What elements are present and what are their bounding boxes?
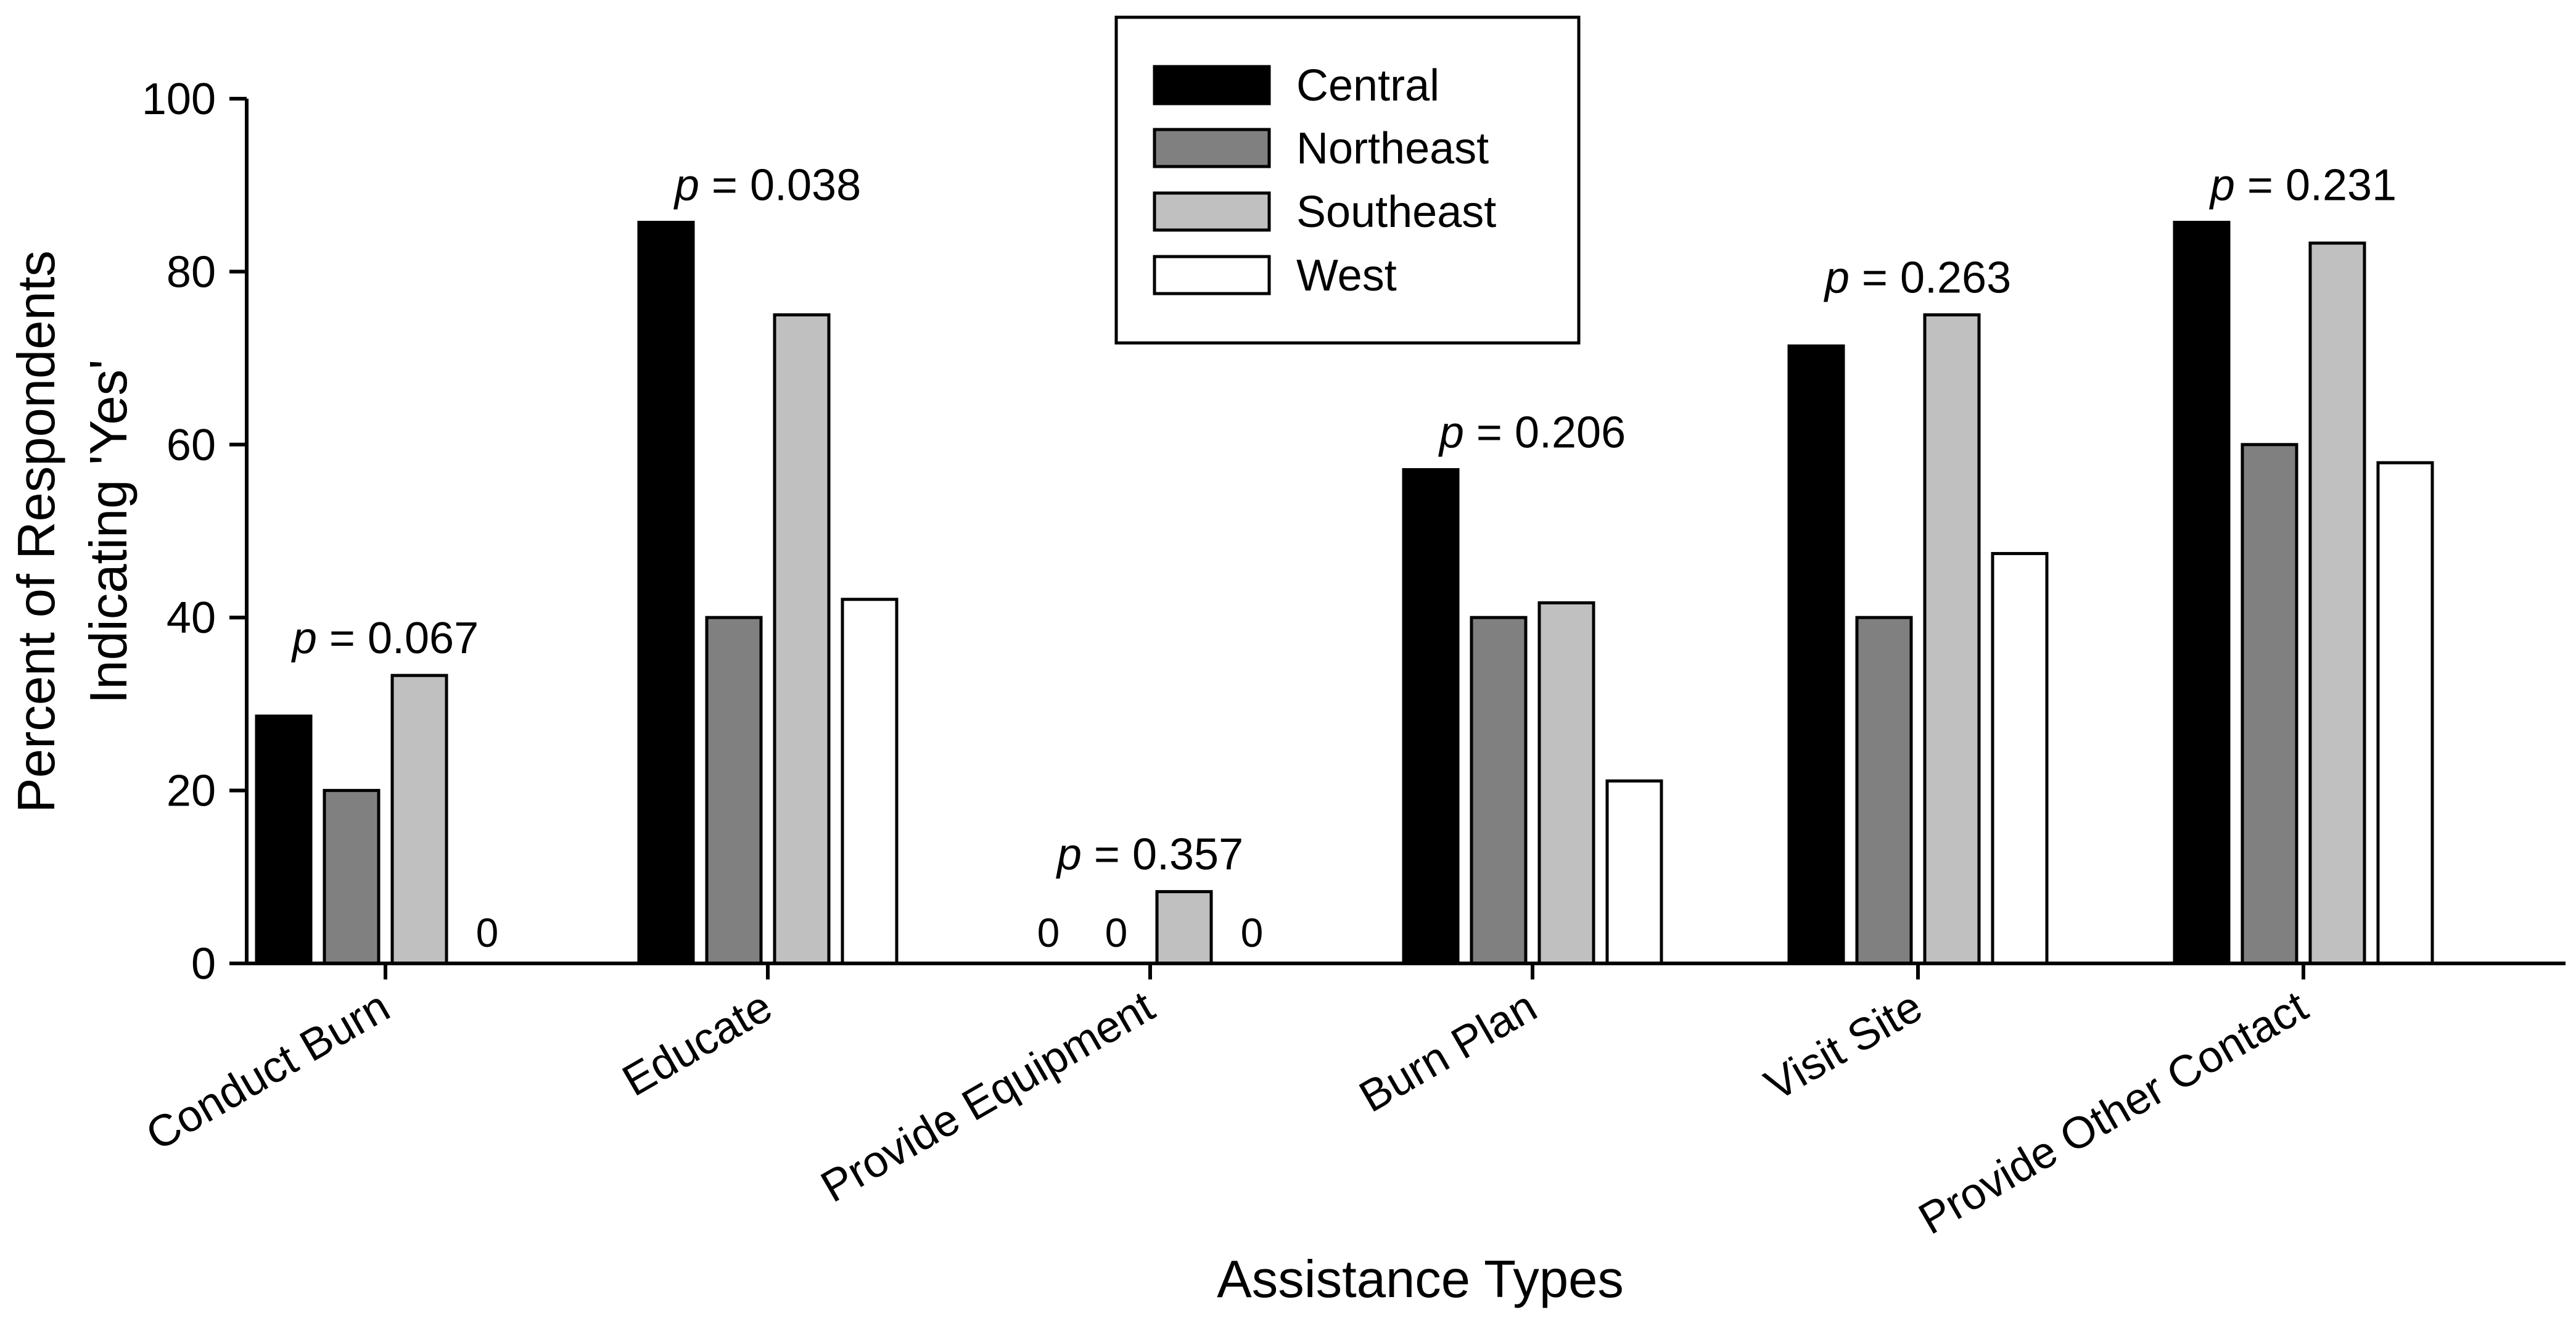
y-axis-title: Percent of Respondents Indicating 'Yes'	[7, 250, 138, 813]
y-tick-label-20: 20	[167, 767, 216, 816]
legend-label-southeast: Southeast	[1296, 188, 1496, 237]
legend: Central Northeast Southeast West	[1114, 15, 1581, 345]
bar-educate-northeast	[705, 616, 763, 965]
p-value-conduct-burn: p = 0.067	[291, 614, 479, 663]
y-tick-label-100: 100	[142, 75, 216, 124]
zero-label-provide-equipment-northeast: 0	[1105, 910, 1128, 955]
y-tick-label-80: 80	[167, 247, 216, 297]
legend-label-central: Central	[1296, 61, 1439, 110]
y-axis-title-line-2: Indicating 'Yes'	[80, 360, 138, 704]
zero-label-conduct-burn-west: 0	[476, 910, 499, 955]
bar-provide-other-contact-southeast	[2308, 241, 2366, 965]
bar-educate-west	[841, 598, 899, 965]
bar-burn-plan-central	[1402, 468, 1460, 965]
bar-provide-equipment-southeast	[1155, 890, 1213, 965]
bar-visit-site-west	[1991, 551, 2049, 965]
legend-label-west: West	[1296, 251, 1397, 300]
x-axis-title: Assistance Types	[1217, 1250, 1624, 1309]
x-tick-label-conduct-burn: Conduct Burn	[138, 982, 398, 1160]
x-tick-label-provide-equipment: Provide Equipment	[813, 982, 1162, 1212]
y-tick-label-0: 0	[191, 939, 216, 989]
p-value-burn-plan: p = 0.206	[1438, 408, 1626, 457]
bar-provide-other-contact-central	[2173, 220, 2231, 965]
p-value-visit-site: p = 0.263	[1824, 253, 2011, 303]
y-tick-label-40: 40	[167, 593, 216, 643]
bar-burn-plan-northeast	[1470, 616, 1528, 965]
p-value-provide-other-contact: p = 0.231	[2209, 160, 2397, 210]
bar-burn-plan-west	[1605, 779, 1663, 965]
legend-swatch-southeast	[1153, 191, 1271, 232]
bar-conduct-burn-northeast	[323, 789, 381, 965]
x-ticks-layer: Conduct Burn Educate Provide Equipment Burn…	[138, 963, 2316, 1244]
legend-label-northeast: Northeast	[1296, 124, 1489, 173]
x-tick-label-visit-site: Visit Site	[1757, 982, 1930, 1111]
x-tick-label-burn-plan: Burn Plan	[1351, 982, 1545, 1122]
zero-label-provide-equipment-west: 0	[1241, 910, 1264, 955]
bar-educate-southeast	[773, 313, 831, 965]
y-tick-label-60: 60	[167, 421, 216, 470]
legend-swatch-west	[1153, 255, 1271, 295]
bar-provide-other-contact-northeast	[2241, 443, 2298, 965]
bar-conduct-burn-central	[255, 714, 313, 965]
bar-burn-plan-southeast	[1537, 601, 1595, 965]
axes-layer	[245, 99, 2566, 965]
x-tick-label-provide-other-contact: Provide Other Contact	[1911, 982, 2316, 1244]
bar-visit-site-northeast	[1855, 616, 1913, 965]
y-ticks-layer: 0 20 40 60 80 100	[142, 75, 247, 989]
p-value-educate: p = 0.038	[673, 160, 861, 210]
bar-conduct-burn-southeast	[390, 674, 448, 965]
legend-swatch-central	[1153, 65, 1271, 105]
y-axis-title-line-1: Percent of Respondents	[7, 250, 66, 813]
bar-provide-other-contact-west	[2376, 461, 2434, 965]
legend-swatch-northeast	[1153, 128, 1271, 168]
annotations-layer: p = 0.067 p = 0.038 p = 0.357 p = 0.206 p = …	[291, 160, 2397, 879]
bar-educate-central	[637, 220, 695, 965]
p-value-provide-equipment: p = 0.357	[1056, 830, 1243, 880]
bar-visit-site-southeast	[1923, 313, 1981, 965]
bar-visit-site-central	[1787, 344, 1845, 965]
zero-label-provide-equipment-central: 0	[1037, 910, 1060, 955]
x-tick-label-educate: Educate	[614, 982, 780, 1106]
bars-layer	[255, 220, 2434, 965]
